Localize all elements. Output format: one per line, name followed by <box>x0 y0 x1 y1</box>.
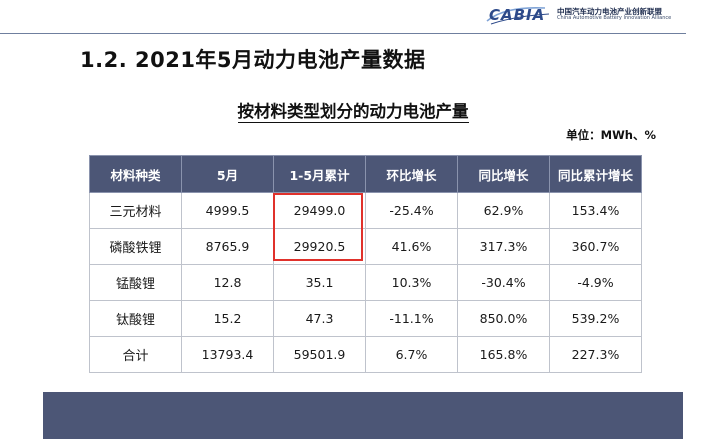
slide-title: 1.2. 2021年5月动力电池产量数据 <box>80 48 426 72</box>
org-name-en: China Automotive Battery Innovation Alli… <box>557 15 672 22</box>
table-cell: 4999.5 <box>181 192 274 229</box>
table-cell: 41.6% <box>365 228 458 265</box>
footer-bar <box>43 392 683 439</box>
table-row: 磷酸铁锂 8765.9 29920.5 41.6% 317.3% 360.7% <box>89 228 642 265</box>
cabia-logo: CABIA 中国汽车动力电池产业创新联盟 China Automotive Ba… <box>485 4 671 26</box>
table-cell: -25.4% <box>365 192 458 229</box>
table-cell: 539.2% <box>549 300 642 337</box>
table-cell: 15.2 <box>181 300 274 337</box>
table-cell: 6.7% <box>365 336 458 373</box>
table-cell: 10.3% <box>365 264 458 301</box>
table-cell: 29920.5 <box>273 228 366 265</box>
table-cell: 850.0% <box>457 300 550 337</box>
table-cell: 47.3 <box>273 300 366 337</box>
cabia-logo-mark: CABIA <box>485 4 551 26</box>
table-cell: 13793.4 <box>181 336 274 373</box>
unit-label: 单位：MWh、% <box>566 128 656 142</box>
table-cell: -11.1% <box>365 300 458 337</box>
table-cell: 35.1 <box>273 264 366 301</box>
table-row: 三元材料 4999.5 29499.0 -25.4% 62.9% 153.4% <box>89 192 642 229</box>
table-cell: 317.3% <box>457 228 550 265</box>
header-cell-mom: 环比增长 <box>365 155 458 193</box>
table-cell: 磷酸铁锂 <box>89 228 182 265</box>
table-cell: 锰酸锂 <box>89 264 182 301</box>
table-header-row: 材料种类 5月 1-5月累计 环比增长 同比增长 同比累计增长 <box>89 155 642 193</box>
table-cell: 227.3% <box>549 336 642 373</box>
table-row-total: 合计 13793.4 59501.9 6.7% 165.8% 227.3% <box>89 336 642 373</box>
table-cell: 钛酸锂 <box>89 300 182 337</box>
table-cell: 8765.9 <box>181 228 274 265</box>
logo-text: 中国汽车动力电池产业创新联盟 China Automotive Battery … <box>557 8 671 21</box>
header-divider <box>0 33 686 34</box>
table-cell: 29499.0 <box>273 192 366 229</box>
table-cell: 153.4% <box>549 192 642 229</box>
table-cell: 合计 <box>89 336 182 373</box>
table-title: 按材料类型划分的动力电池产量 <box>0 98 706 123</box>
header-cell-may: 5月 <box>181 155 274 193</box>
table-cell: 360.7% <box>549 228 642 265</box>
table-cell: -30.4% <box>457 264 550 301</box>
header-cell-ytd: 1-5月累计 <box>273 155 366 193</box>
header-cell-material: 材料种类 <box>89 155 182 193</box>
table-row: 锰酸锂 12.8 35.1 10.3% -30.4% -4.9% <box>89 264 642 301</box>
header-cell-yoy: 同比增长 <box>457 155 550 193</box>
header-cell-ytd-yoy: 同比累计增长 <box>549 155 642 193</box>
logo-swoosh-icon <box>486 6 550 25</box>
table-cell: -4.9% <box>549 264 642 301</box>
table-cell: 165.8% <box>457 336 550 373</box>
table-cell: 12.8 <box>181 264 274 301</box>
table-cell: 三元材料 <box>89 192 182 229</box>
table-cell: 62.9% <box>457 192 550 229</box>
battery-output-table: 材料种类 5月 1-5月累计 环比增长 同比增长 同比累计增长 三元材料 499… <box>89 155 642 373</box>
table-row: 钛酸锂 15.2 47.3 -11.1% 850.0% 539.2% <box>89 300 642 337</box>
table-cell: 59501.9 <box>273 336 366 373</box>
org-name-cn: 中国汽车动力电池产业创新联盟 <box>557 7 662 17</box>
table-title-text: 按材料类型划分的动力电池产量 <box>237 102 469 123</box>
logo-word: CABIA <box>489 6 546 24</box>
